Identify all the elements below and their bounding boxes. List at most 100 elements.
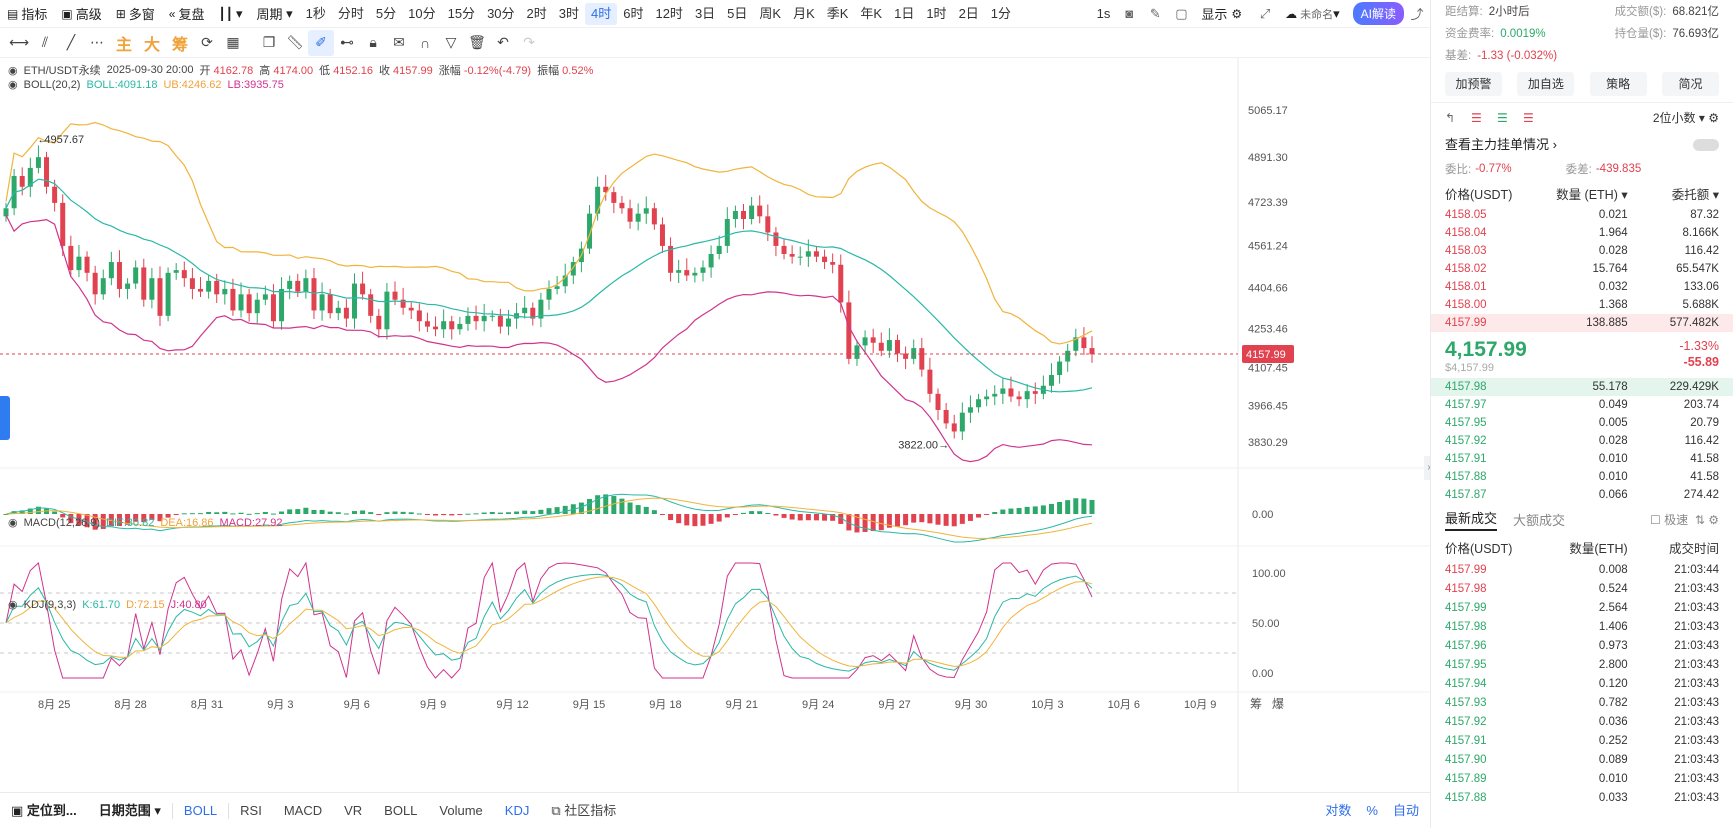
- eye-icon[interactable]: ◉: [8, 517, 18, 529]
- left-panel-handle[interactable]: [0, 396, 10, 440]
- orderbook-row[interactable]: 4157.95 0.005 20.79: [1431, 414, 1733, 432]
- eye-icon[interactable]: ◉: [8, 79, 18, 91]
- orderbook-row[interactable]: 4157.92 0.028 116.42: [1431, 432, 1733, 450]
- timeframe-10[interactable]: 12时: [655, 5, 683, 21]
- auto-scale-button[interactable]: 自动: [1392, 802, 1419, 818]
- indicator-tab-volume[interactable]: Volume: [439, 802, 483, 818]
- eye-icon[interactable]: ◉: [8, 64, 18, 77]
- big-tag[interactable]: 大: [144, 36, 161, 54]
- list-settings-icon[interactable]: ⇅: [1694, 512, 1705, 527]
- multi-window-button[interactable]: ⊞ 多窗: [115, 6, 155, 23]
- lock-icon[interactable]: 🔒︎: [369, 34, 377, 50]
- layout-icon[interactable]: ▦: [226, 34, 240, 50]
- timeframe-12[interactable]: 5日: [727, 5, 748, 21]
- timeframe-14[interactable]: 月K: [793, 5, 815, 21]
- chart-type-button[interactable]: ┃┃ ▾: [212, 0, 250, 28]
- ruler-icon[interactable]: 📏︎: [286, 34, 304, 50]
- timeframe-1[interactable]: 分时: [337, 5, 364, 21]
- redo-icon[interactable]: ↷: [523, 34, 535, 50]
- timeframe-15[interactable]: 季K: [826, 5, 849, 21]
- multi-line-icon[interactable]: ⫽: [41, 34, 49, 50]
- timeframe-17[interactable]: 1日: [894, 5, 915, 21]
- chevron-down-icon[interactable]: ▾: [1621, 187, 1628, 202]
- chevron-down-icon[interactable]: ▾: [1712, 187, 1719, 202]
- bids-only-icon[interactable]: ☰: [1497, 110, 1508, 125]
- timeframe-16[interactable]: 年K: [860, 5, 883, 21]
- timeframe-3[interactable]: 10分: [408, 5, 436, 21]
- magnet-icon[interactable]: ∩: [420, 34, 431, 51]
- overview-button[interactable]: 简况: [1661, 72, 1719, 96]
- settings-icon[interactable]: ⚙: [1708, 512, 1719, 527]
- timeframe-11[interactable]: 3日: [694, 5, 716, 21]
- back-icon[interactable]: ↰: [1445, 110, 1456, 125]
- undo-icon[interactable]: ↶: [497, 34, 509, 50]
- orderbook-row[interactable]: 4158.01 0.032 133.06: [1431, 278, 1733, 296]
- timeframe-18[interactable]: 1时: [926, 5, 947, 21]
- camera-icon[interactable]: ◙: [1125, 6, 1134, 21]
- timeframe-2[interactable]: 5分: [375, 5, 397, 21]
- eye-icon[interactable]: ◉: [8, 599, 18, 611]
- orderbook-row[interactable]: 4157.97 0.049 203.74: [1431, 396, 1733, 414]
- trash-icon[interactable]: 🗑︎: [468, 34, 486, 50]
- horizontal-line-icon[interactable]: ⟷: [8, 34, 30, 50]
- add-alert-button[interactable]: 加预警: [1445, 72, 1502, 96]
- add-watchlist-button[interactable]: 加自选: [1517, 72, 1575, 96]
- boll-indicator-tab[interactable]: BOLL: [183, 802, 218, 818]
- chart-canvas[interactable]: 5065.17 4891.30 4723.39 4561.24 4404.66 4253.…: [0, 58, 1430, 792]
- orderbook-row[interactable]: 4158.04 1.964 8.166K: [1431, 224, 1733, 242]
- percent-scale-button[interactable]: %: [1366, 802, 1378, 818]
- depth-link[interactable]: 查看主力挂单情况 ›: [1431, 132, 1733, 158]
- indicator-tab-macd[interactable]: MACD: [283, 802, 323, 818]
- orderbook-row[interactable]: 4158.02 15.764 65.547K: [1431, 260, 1733, 278]
- sync-icon[interactable]: ⟳: [201, 34, 213, 50]
- indicator-tab-kdj[interactable]: KDJ: [504, 802, 530, 818]
- more-tools-icon[interactable]: ⋯: [90, 34, 104, 50]
- brush-icon[interactable]: ✐: [308, 29, 335, 56]
- ai-analysis-button[interactable]: AI解读: [1352, 2, 1404, 25]
- log-scale-button[interactable]: 对数: [1325, 802, 1352, 818]
- community-indicator-button[interactable]: ⧉ 社区指标: [551, 802, 617, 818]
- collapse-handle[interactable]: ›: [1424, 456, 1434, 480]
- speed-mode-checkbox[interactable]: ☐ 极速 ⇅ ⚙: [1650, 512, 1719, 527]
- locate-button[interactable]: ▣ 定位到...: [11, 802, 77, 818]
- precision-dropdown[interactable]: 2位小数 ▾ ⚙: [1652, 111, 1719, 125]
- chart-area[interactable]: 5065.17 4891.30 4723.39 4561.24 4404.66 4253.…: [0, 58, 1434, 792]
- orderbook-row[interactable]: 4157.88 0.010 41.58: [1431, 468, 1733, 486]
- timeframe-8[interactable]: 4时: [585, 2, 618, 25]
- copy-icon[interactable]: ❐: [262, 34, 276, 50]
- timeframe-20[interactable]: 1分: [990, 5, 1012, 21]
- orderbook-row[interactable]: 4158.05 0.021 87.32: [1431, 206, 1733, 224]
- orderbook-row[interactable]: 4157.99 138.885 577.482K: [1431, 314, 1733, 332]
- timeframe-7[interactable]: 3时: [558, 5, 579, 21]
- advanced-button[interactable]: ▣ 高级: [61, 6, 102, 23]
- layout-name-dropdown[interactable]: ☁ 未命名 ▾: [1285, 5, 1340, 21]
- trend-line-icon[interactable]: ╱: [66, 34, 76, 50]
- asks-only-icon[interactable]: ☰: [1523, 110, 1534, 125]
- indicator-tab-boll[interactable]: BOLL: [384, 802, 418, 818]
- timeframe-19[interactable]: 2日: [958, 5, 979, 21]
- tab-large-trades[interactable]: 大额成交: [1513, 512, 1566, 528]
- depth-toggle[interactable]: [1693, 139, 1719, 151]
- fullscreen-icon[interactable]: ▢: [1175, 5, 1188, 21]
- timeframe-13[interactable]: 周K: [759, 5, 782, 21]
- both-sides-icon[interactable]: ☰: [1471, 110, 1482, 125]
- replay-button[interactable]: «复盘: [168, 6, 205, 23]
- pattern-icon[interactable]: ⊷: [340, 34, 355, 50]
- timeframe-6[interactable]: 2时: [526, 5, 547, 21]
- period-dropdown[interactable]: 周期 ▾: [256, 5, 293, 23]
- indicator-button[interactable]: ▤ 指标: [7, 6, 48, 23]
- share-icon[interactable]: ⤴: [1410, 7, 1424, 22]
- expand-icon[interactable]: ⤢: [1259, 5, 1271, 21]
- pencil-icon[interactable]: ✎: [1149, 5, 1161, 21]
- tab-latest-trades[interactable]: 最新成交: [1445, 508, 1498, 531]
- note-icon[interactable]: ✉: [393, 34, 405, 50]
- filter-icon[interactable]: ▽: [445, 34, 457, 50]
- main-tag[interactable]: 主: [116, 36, 133, 54]
- orderbook-row[interactable]: 4158.03 0.028 116.42: [1431, 242, 1733, 260]
- display-button[interactable]: 显示 ⚙: [1201, 6, 1243, 23]
- orderbook-row[interactable]: 4157.91 0.010 41.58: [1431, 450, 1733, 468]
- interval-button[interactable]: 1s: [1096, 5, 1111, 21]
- orderbook-row[interactable]: 4158.00 1.368 5.688K: [1431, 296, 1733, 314]
- indicator-tab-vr[interactable]: VR: [344, 802, 363, 818]
- chip-tag[interactable]: 筹: [172, 36, 189, 54]
